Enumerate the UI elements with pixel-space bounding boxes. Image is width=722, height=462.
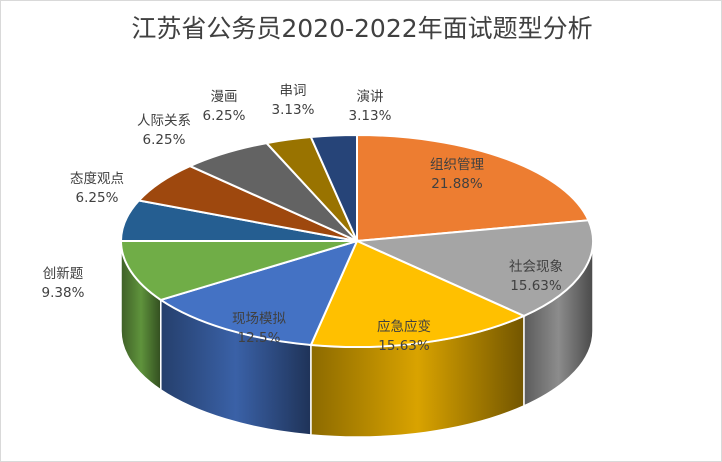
pie-slice-现场模拟[interactable] [158,239,359,347]
pie-slice-演讲[interactable] [309,133,358,242]
slice-label-name: 漫画 [211,89,238,105]
pie-slice-组织管理[interactable] [356,133,590,243]
pie-labels: 组织管理 21.88% 社会现象 15.63% 应急应变 15.63% 现场模拟 12.5% 创… [42,83,563,354]
slice-label-name: 串词 [280,83,307,99]
slice-label-value: 6.25% [203,108,246,124]
pie-slice-社会现象[interactable] [353,219,594,318]
slice-label-name: 社会现象 [509,259,563,275]
slice-label-name: 人际关系 [137,113,191,129]
pie-slice-应急应变[interactable] [309,239,527,348]
slice-label-value: 15.63% [378,338,430,354]
slice-label-name: 演讲 [357,89,384,105]
slice-label-name: 组织管理 [430,157,484,173]
slice-label-value: 3.13% [349,108,392,124]
slice-label-value: 3.13% [272,102,315,118]
slice-label-value: 6.25% [143,132,186,148]
slice-label-value: 12.5% [238,330,281,346]
slice-label-value: 9.38% [42,285,85,301]
slice-label-value: 21.88% [431,176,483,192]
slice-label-name: 现场模拟 [232,311,286,327]
slice-label-name: 应急应变 [377,318,431,335]
pie-top-faces [119,133,594,348]
slice-label-name: 创新题 [43,266,84,282]
pie-slice-创新题[interactable] [119,240,358,302]
slice-label-name: 态度观点 [70,171,124,187]
slice-label-value: 6.25% [76,190,119,206]
chart-title: 江苏省公务员2020-2022年面试题型分析 [131,14,593,43]
slice-label-value: 15.63% [510,278,562,294]
